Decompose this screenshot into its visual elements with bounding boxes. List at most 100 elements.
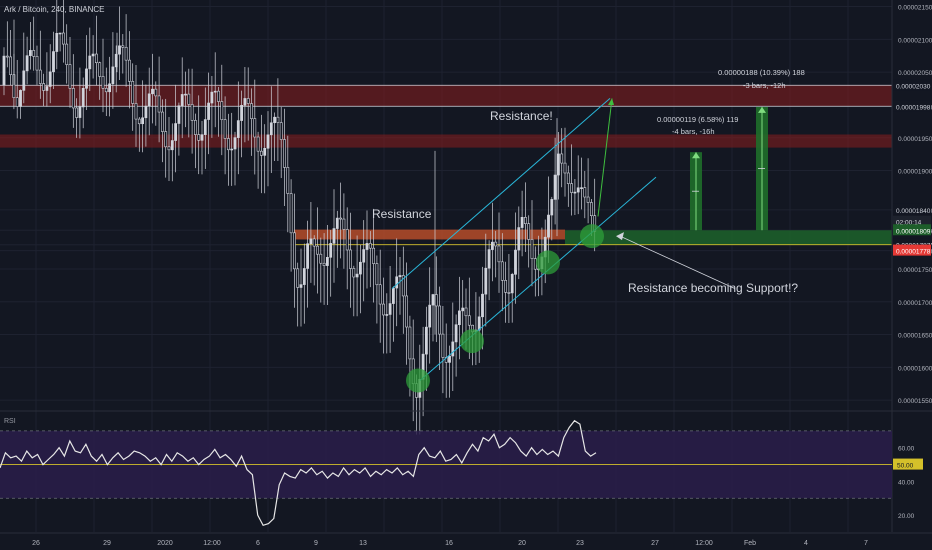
candle-body [497, 245, 501, 263]
candle-body [128, 59, 131, 82]
candle-body [408, 326, 412, 360]
time-tick-label: 7 [864, 540, 868, 547]
candle-body [207, 102, 211, 120]
candle-body [164, 131, 168, 148]
candle-body [246, 98, 250, 104]
candle-body [42, 83, 46, 91]
candle-body [510, 274, 514, 294]
touch-point-circle [580, 224, 604, 249]
touch-point-circle [536, 250, 560, 275]
candle-body [322, 262, 326, 266]
candle-body [230, 148, 234, 151]
candle-body [438, 305, 442, 335]
candle-body [121, 45, 125, 48]
price-tag-countdown-bg [893, 215, 931, 227]
candle-body [339, 217, 343, 220]
candle-body [527, 223, 531, 240]
candle-body [194, 120, 197, 135]
candle-body [88, 55, 92, 70]
annotation-resistance-1: Resistance! [490, 109, 553, 123]
candle-body [256, 136, 260, 152]
annotation-resistance-2: Resistance [372, 207, 432, 221]
candle-body [428, 304, 432, 328]
time-tick-label: 20 [518, 540, 526, 547]
candle-body [187, 93, 191, 105]
candle-body [316, 245, 319, 255]
measure-bar-2-head [758, 106, 766, 113]
time-tick-label: Feb [744, 540, 756, 547]
candle-body [22, 70, 26, 91]
time-tick-label: 23 [576, 540, 584, 547]
projection-arrow [597, 98, 613, 217]
candle-body [352, 268, 356, 278]
candle-body [289, 193, 293, 234]
annotation-target-2: 0.00000188 (10.39%) 188 [718, 68, 805, 77]
candle-body [556, 153, 560, 176]
candle-body [184, 93, 187, 96]
candle-body [434, 294, 438, 307]
candle-body [368, 243, 372, 249]
candle-body [240, 105, 244, 121]
candle-body [2, 55, 6, 86]
candle-body [335, 217, 339, 229]
candle-body [382, 303, 385, 316]
candle-body [259, 150, 263, 156]
candle-body [431, 294, 435, 306]
price-tick-label: 0.00001700 [898, 300, 932, 307]
candle-body [576, 187, 580, 193]
candle-body [550, 199, 554, 216]
candle-body [570, 183, 574, 193]
candle-body [75, 107, 79, 118]
candle-body [170, 140, 174, 151]
green-support-zone [565, 230, 892, 245]
candle-body [134, 103, 138, 120]
time-tick-label: 12:00 [695, 540, 713, 547]
candle-body [454, 324, 458, 343]
candle-body [250, 103, 253, 119]
annotation-target-1: 0.00000119 (6.58%) 119 [657, 115, 738, 124]
candle-body [566, 172, 570, 184]
price-tag-upper-bottom: 0.00001998 [896, 104, 931, 111]
candle-body [325, 257, 329, 266]
price-tag-upper-top: 0.00002030 [896, 83, 931, 90]
candle-body [55, 33, 59, 52]
orange-zone [294, 229, 565, 240]
candle-body [477, 316, 481, 331]
time-tick-label: 29 [103, 540, 111, 547]
projection-arrowhead [608, 98, 614, 105]
candle-body [398, 275, 402, 278]
candle-body [61, 32, 65, 45]
candle-body [484, 267, 488, 295]
candle-body [312, 238, 316, 247]
time-tick-label: 9 [314, 540, 318, 547]
candle-body [98, 62, 102, 77]
candle-body [441, 333, 445, 358]
channel-upper-line [391, 98, 611, 290]
candle-body [154, 88, 158, 97]
price-tag-upper-top-bg [893, 79, 931, 91]
candle-body [487, 249, 491, 269]
candle-body [276, 116, 280, 123]
candle-body [553, 174, 557, 200]
candle-body [302, 268, 306, 285]
candle-body [32, 50, 36, 57]
candle-body [203, 119, 207, 135]
candle-body [283, 139, 286, 168]
candle-body [161, 111, 164, 132]
candle-body [180, 94, 184, 107]
candle-body [52, 51, 55, 73]
candle-body [85, 68, 88, 89]
candle-body [342, 218, 346, 230]
candle-body [299, 284, 303, 288]
mid-red-zone [0, 134, 892, 148]
candle-body [131, 81, 135, 104]
channel-lower-line [419, 176, 657, 381]
candle-body [217, 90, 220, 102]
candle-body [451, 341, 455, 357]
candle-body [309, 238, 313, 244]
candle-body [104, 88, 108, 93]
time-tick-label: 16 [445, 540, 453, 547]
candle-body [65, 43, 69, 65]
candle-body [101, 76, 105, 89]
